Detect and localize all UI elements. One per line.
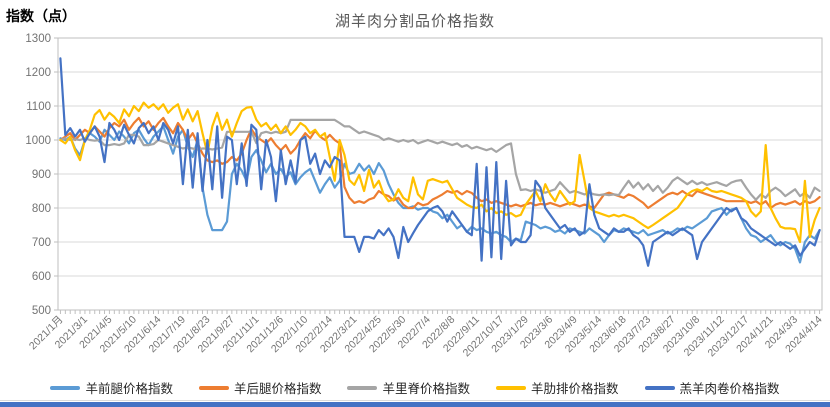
legend-item: 羊后腿价格指数 [198,378,322,397]
legend-item: 羊前腿价格指数 [50,378,173,397]
legend-swatch [644,385,675,390]
bottom-accent-bar [0,402,830,407]
legend-label: 羊前腿价格指数 [85,382,173,396]
series-line [59,101,821,244]
legend-swatch [50,385,81,390]
legend-label: 羊肋排价格指数 [531,382,619,396]
legend-item: 羊肋排价格指数 [496,378,619,397]
y-tick-label: 1200 [25,67,51,79]
legend-item: 羔羊肉卷价格指数 [644,378,780,397]
y-tick-label: 600 [32,271,51,283]
y-axis-title: 指数（点） [6,8,76,24]
chart-legend: 羊前腿价格指数 羊后腿价格指数 羊里脊价格指数 羊肋排价格指数 羔羊肉卷价格指数 [0,378,830,397]
y-tick-label: 700 [32,237,51,249]
legend-label: 羊后腿价格指数 [233,382,322,396]
series-line [59,57,821,267]
plot-border [57,37,823,311]
legend-swatch [496,385,526,390]
bottom-divider [0,400,830,401]
legend-label: 羊里脊价格指数 [382,382,470,396]
legend-item: 羊里脊价格指数 [347,378,470,397]
series-line [59,116,821,210]
y-tick-label: 1100 [26,101,51,113]
y-tick-label: 900 [32,169,51,181]
y-tick-label: 1300 [25,33,51,45]
y-tick-label: 800 [32,203,51,215]
y-tick-label: 500 [32,305,51,317]
legend-swatch [347,385,378,390]
legend-label: 羔羊肉卷价格指数 [679,382,780,396]
chart-title: 湖羊肉分割品价格指数 [334,13,495,30]
legend-swatch [198,385,229,390]
y-tick-label: 1000 [25,135,51,147]
